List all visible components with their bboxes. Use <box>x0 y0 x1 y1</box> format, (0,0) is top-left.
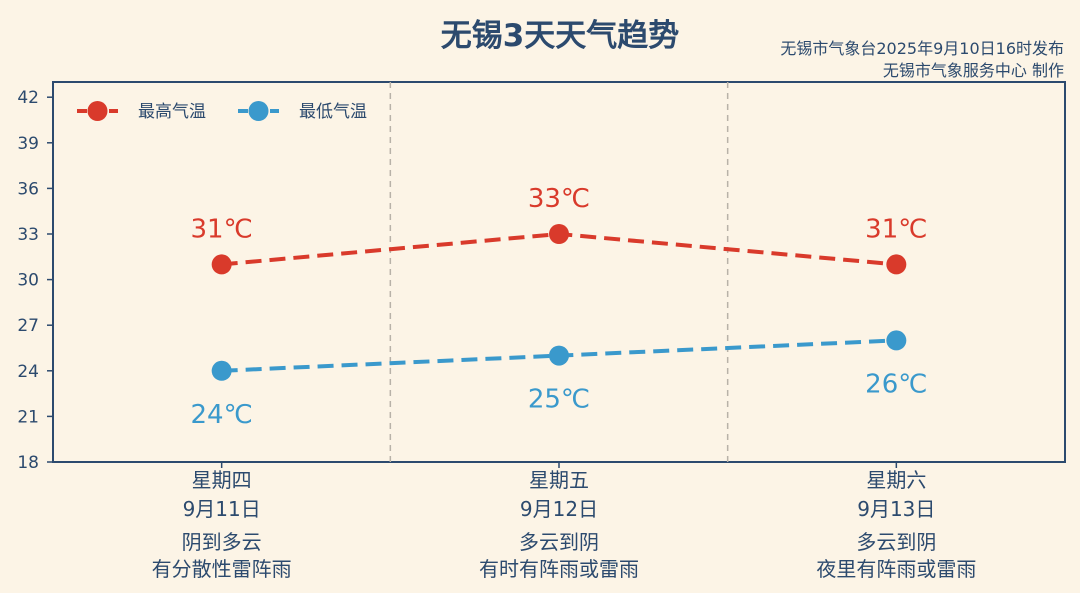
data-label-high: 33℃ <box>528 184 590 214</box>
x-label-weekday: 星期六 <box>866 468 926 492</box>
data-point-low <box>886 330 907 351</box>
data-point-high <box>211 254 232 275</box>
y-tick-label: 39 <box>17 134 39 154</box>
issuer-line-1: 无锡市气象台2025年9月10日16时发布 <box>780 39 1064 58</box>
x-label-weather-2: 有时有阵雨或雷雨 <box>479 557 639 581</box>
x-label-weekday: 星期五 <box>529 468 589 492</box>
data-point-high <box>549 224 569 244</box>
data-label-low: 24℃ <box>191 400 253 430</box>
x-label-date: 9月13日 <box>857 497 935 521</box>
y-tick-label: 36 <box>17 179 39 199</box>
legend-marker <box>248 101 269 121</box>
y-tick-label: 42 <box>17 88 39 108</box>
y-tick-label: 30 <box>17 271 39 291</box>
data-label-high: 31℃ <box>191 214 253 244</box>
x-label-date: 9月11日 <box>183 497 261 521</box>
y-tick-label: 18 <box>17 453 39 473</box>
y-tick-label: 27 <box>17 316 39 336</box>
x-label-date: 9月12日 <box>520 497 598 521</box>
x-label-weekday: 星期四 <box>192 468 252 492</box>
y-tick-label: 33 <box>17 225 39 245</box>
issuer-note: 无锡市气象台2025年9月10日16时发布 无锡市气象服务中心 制作 <box>780 38 1064 82</box>
legend-marker <box>87 101 108 121</box>
data-label-low: 26℃ <box>865 369 927 399</box>
data-label-low: 25℃ <box>528 385 590 415</box>
y-tick-label: 21 <box>17 407 39 427</box>
y-tick-label: 24 <box>17 362 39 382</box>
x-label-weather-1: 阴到多云 <box>182 530 262 554</box>
data-point-low <box>211 360 232 381</box>
x-label-weather-1: 多云到阴 <box>519 530 599 554</box>
issuer-line-2: 无锡市气象服务中心 制作 <box>882 61 1064 80</box>
data-point-high <box>886 254 907 275</box>
legend-label: 最低气温 <box>299 102 367 122</box>
data-label-high: 31℃ <box>865 214 927 244</box>
legend-label: 最高气温 <box>138 102 206 122</box>
x-label-weather-2: 夜里有阵雨或雷雨 <box>816 557 976 581</box>
chart-title: 无锡3天天气趋势 <box>440 18 680 54</box>
x-label-weather-1: 多云到阴 <box>856 530 936 554</box>
data-point-low <box>549 345 569 366</box>
x-label-weather-2: 有分散性雷阵雨 <box>152 557 292 581</box>
